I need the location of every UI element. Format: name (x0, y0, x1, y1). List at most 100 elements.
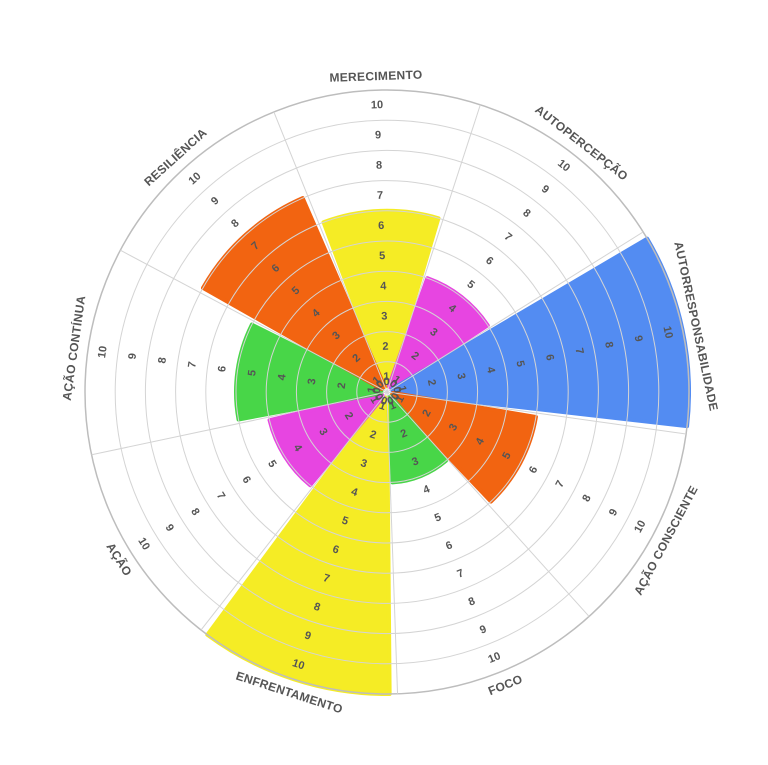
tick-label: 10 (371, 99, 384, 111)
tick-label: 9 (607, 507, 620, 518)
tick-label: 8 (520, 207, 532, 220)
tick-label: 4 (380, 280, 387, 292)
grid-ring (114, 119, 660, 665)
tick-label: 6 (331, 543, 341, 556)
grid-ring (144, 149, 630, 635)
category-label-autopercepcao: AUTOPERCEPÇÃO (532, 102, 631, 184)
tick-label: 10 (96, 345, 110, 359)
tick-label: 2 (382, 341, 389, 353)
sector-divider (386, 104, 481, 393)
tick-label: 6 (216, 365, 229, 373)
tick-label: 9 (375, 129, 382, 141)
tick-label: 6 (527, 464, 540, 475)
tick-label: 10 (291, 657, 306, 672)
grid-ring (326, 331, 448, 453)
tick-label: 3 (359, 457, 369, 470)
tick-label: 5 (265, 458, 278, 470)
tick-label: 1 (378, 400, 388, 413)
tick-label: 3 (410, 455, 420, 468)
tick-label: 6 (444, 539, 454, 552)
tick-label: 5 (433, 511, 443, 524)
tick-label: 4 (422, 483, 433, 497)
sector-divider (120, 249, 388, 393)
tick-label: 9 (478, 623, 488, 636)
tick-label: 0 (389, 391, 402, 402)
tick-label: 1 (383, 371, 390, 383)
sector-divider (386, 231, 644, 393)
tick-label: 5 (513, 360, 526, 368)
tick-label: 2 (420, 408, 433, 419)
tick-label: 9 (126, 352, 139, 360)
tick-label: 7 (377, 190, 384, 202)
tick-label: 6 (483, 254, 495, 267)
tick-label: 10 (660, 325, 674, 339)
grid-layer (84, 89, 690, 695)
grid-ring (235, 240, 539, 544)
tick-label: 9 (632, 334, 645, 342)
grid-ring (175, 180, 599, 604)
tick-label: 1 (395, 385, 408, 393)
tick-label: 10 (135, 536, 152, 553)
tick-label: 7 (322, 572, 332, 585)
tick-label: 1 (367, 394, 380, 406)
grid-ring (205, 210, 569, 574)
sector-divider (91, 391, 388, 456)
tick-label: 8 (188, 506, 201, 518)
tick-label: 8 (602, 341, 615, 349)
tick-label: 2 (342, 410, 355, 422)
tick-label: 1 (394, 394, 407, 405)
tick-label: 8 (467, 595, 477, 608)
tick-label: 5 (500, 450, 513, 461)
sector-divider (386, 391, 590, 617)
tick-label: 7 (502, 231, 514, 244)
sector-divider (200, 391, 388, 631)
category-label-acao-consciente: AÇÃO CONSCIENTE (630, 483, 700, 598)
category-label-acao-continua: AÇÃO CONTÍNUA (59, 294, 89, 401)
tick-label: 7 (455, 567, 465, 580)
sector-divider (386, 391, 687, 435)
tick-label: 8 (229, 217, 242, 230)
tick-label: 10 (186, 170, 203, 187)
tick-label: 8 (312, 601, 322, 614)
category-label-acao: AÇÃO (103, 540, 135, 579)
tick-label: 8 (376, 160, 383, 172)
tick-label: 4 (484, 366, 497, 375)
tick-label: 7 (573, 347, 586, 355)
tick-label: 1 (388, 399, 398, 412)
tick-label: 5 (246, 369, 259, 377)
tick-label: 4 (276, 373, 289, 382)
tick-label: 9 (209, 195, 222, 208)
grid-ring (356, 361, 418, 423)
outer-ring (84, 89, 690, 695)
tick-label: 6 (543, 353, 556, 361)
tick-label: 6 (239, 474, 252, 486)
tick-label: 3 (447, 422, 460, 433)
tick-label: 9 (163, 522, 176, 534)
tick-label: 2 (336, 382, 349, 390)
tick-label: 10 (487, 650, 503, 666)
tick-label: 3 (316, 426, 329, 438)
tick-label: 0 (383, 376, 390, 388)
tick-label: 4 (350, 486, 360, 500)
tick-label: 3 (306, 378, 319, 386)
tick-label: 4 (474, 435, 488, 447)
tick-label: 5 (465, 278, 477, 291)
grid-ring (265, 270, 509, 514)
tick-label: 9 (539, 183, 551, 196)
tick-label: 0 (371, 387, 384, 395)
tick-label: 8 (580, 493, 593, 504)
grid-ring (295, 300, 479, 484)
tick-label: 1 (366, 386, 379, 394)
tick-label: 0 (379, 395, 389, 408)
tick-label: 0 (390, 386, 403, 394)
tick-label: 2 (425, 378, 438, 386)
tick-label: 10 (632, 518, 648, 534)
tick-label: 7 (214, 490, 227, 502)
tick-label: 0 (386, 395, 396, 408)
tick-label: 6 (378, 220, 385, 232)
tick-label: 5 (379, 250, 386, 262)
tick-label: 7 (554, 479, 567, 490)
sector-divider (273, 111, 388, 393)
tick-label: 0 (372, 392, 385, 404)
